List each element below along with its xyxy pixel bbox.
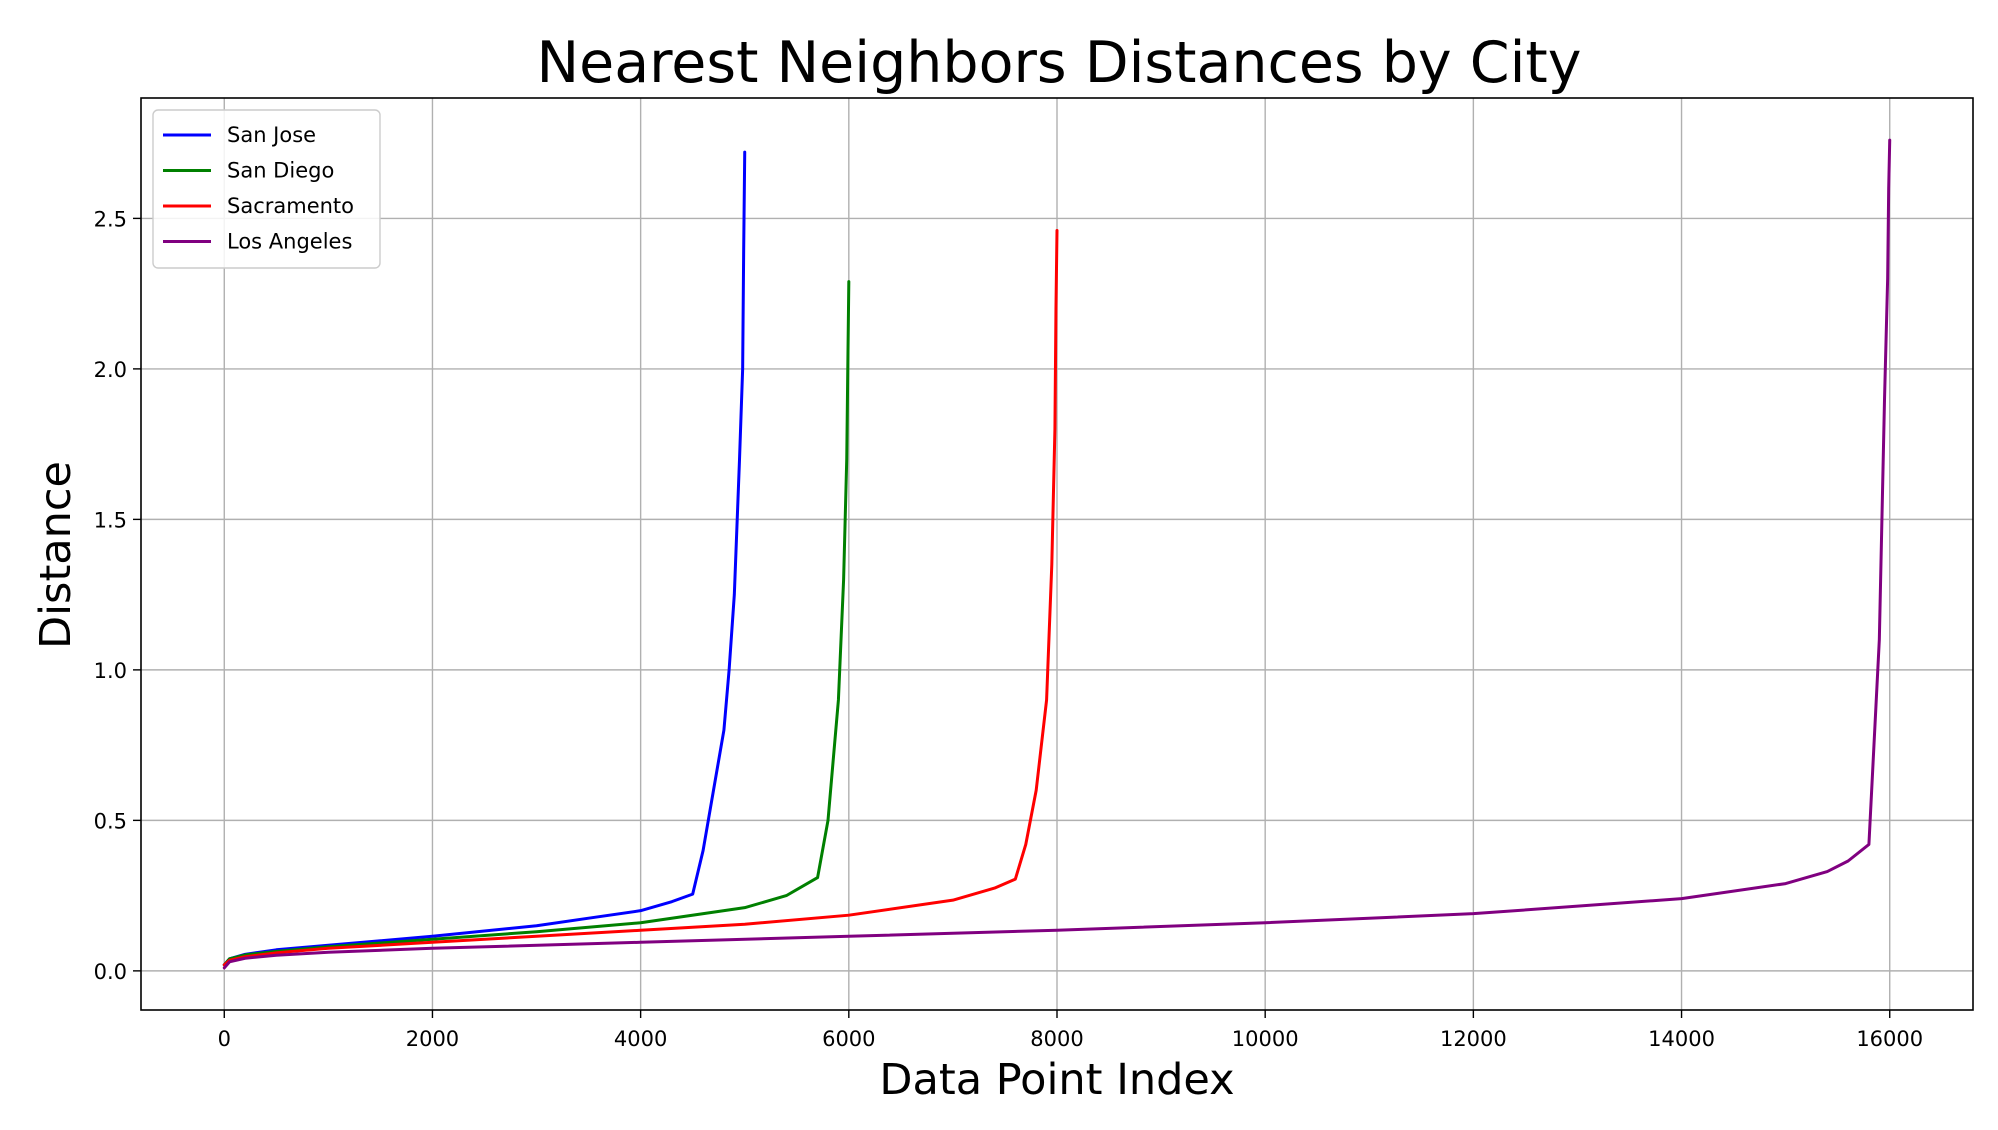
x-tick-label: 14000 bbox=[1648, 1027, 1715, 1051]
x-tick-label: 8000 bbox=[1030, 1027, 1083, 1051]
series-line-san-diego bbox=[222, 280, 851, 967]
x-tick-label: 2000 bbox=[406, 1027, 459, 1051]
legend-label: San Jose bbox=[227, 123, 316, 147]
legend: San Jose San Diego Sacramento Los Angeles bbox=[152, 109, 381, 269]
series-line-los-angeles bbox=[222, 138, 1892, 970]
x-axis-label: Data Point Index bbox=[879, 1055, 1234, 1105]
x-tick-label: 16000 bbox=[1856, 1027, 1923, 1051]
chart-title: Nearest Neighbors Distances by City bbox=[536, 30, 1581, 96]
y-tick-label: 1.5 bbox=[94, 508, 127, 532]
ticks: 0 2000 4000 6000 8000 10000 12000 14000 16000 0.0… bbox=[94, 207, 1924, 1051]
series-line-san-jose bbox=[222, 150, 747, 967]
series-lines bbox=[222, 138, 1892, 970]
y-tick-label: 0.0 bbox=[94, 960, 127, 984]
y-tick-label: 1.0 bbox=[94, 659, 127, 683]
series-line-sacramento bbox=[222, 228, 1059, 967]
y-tick-label: 2.0 bbox=[94, 358, 127, 382]
grid bbox=[141, 98, 1973, 1010]
x-tick-label: 10000 bbox=[1232, 1027, 1299, 1051]
legend-label: San Diego bbox=[227, 159, 334, 183]
x-tick-label: 4000 bbox=[614, 1027, 667, 1051]
y-tick-label: 0.5 bbox=[94, 809, 127, 833]
x-tick-label: 0 bbox=[218, 1027, 231, 1051]
x-tick-label: 12000 bbox=[1440, 1027, 1507, 1051]
legend-label: Sacramento bbox=[227, 194, 354, 218]
y-axis-label: Distance bbox=[31, 461, 81, 649]
legend-box bbox=[152, 109, 381, 269]
x-tick-label: 6000 bbox=[822, 1027, 875, 1051]
legend-label: Los Angeles bbox=[227, 230, 352, 254]
y-tick-label: 2.5 bbox=[94, 207, 127, 231]
